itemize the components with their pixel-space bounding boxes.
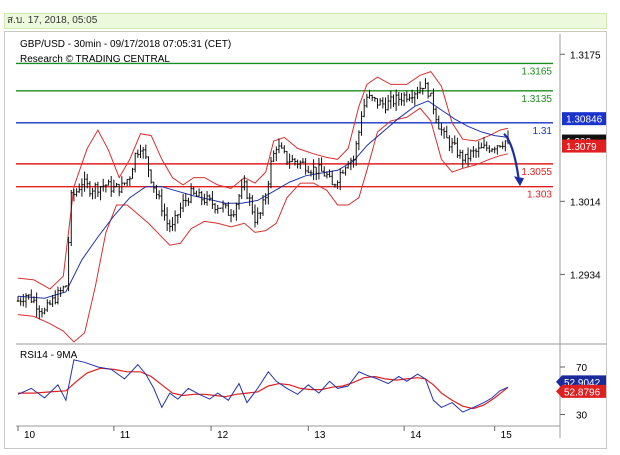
level-label: 1.3165 xyxy=(521,66,552,77)
rsi-ma-value-label: 52.8796 xyxy=(556,384,606,398)
level-label: 1.3055 xyxy=(521,167,552,178)
projection-arrow xyxy=(503,132,524,187)
current-price-label: 1.30846 xyxy=(562,112,606,126)
current-price-label-text: 1.30846 xyxy=(566,115,603,126)
date-bar: ส.บ. 17, 2018, 05:05 xyxy=(4,13,607,29)
rsi-ma-line xyxy=(18,367,509,410)
time-tick-label: 12 xyxy=(217,430,229,441)
chart-subtitle: Research © TRADING CENTRAL xyxy=(20,54,170,65)
price-tick-label: 1.3175 xyxy=(570,50,601,61)
level-label: 1.3135 xyxy=(521,94,552,105)
rsi-ma-value-label-text: 52.8796 xyxy=(564,387,601,398)
rsi-ma-value-label-box xyxy=(556,384,606,398)
price-label-red-box xyxy=(562,139,606,153)
levels-layer: 1.3165 1.3135 1.31 1.3055 1.303 xyxy=(16,62,553,201)
bollinger-lower-line xyxy=(17,107,509,343)
price-ticks: 1.3175 1.3014 1.2934 xyxy=(560,50,601,281)
chart-title: GBP/USD - 30min - 09/17/2018 07:05:31 (C… xyxy=(20,39,231,50)
time-tick-label: 14 xyxy=(410,430,422,441)
bollinger-upper-line xyxy=(17,71,509,290)
time-tick-label: 15 xyxy=(501,430,513,441)
price-tick-label: 1.3014 xyxy=(570,197,601,208)
time-tick-label: 11 xyxy=(120,430,131,441)
time-tick-label: 10 xyxy=(24,430,36,441)
projection-arrow-line xyxy=(503,132,521,182)
candles xyxy=(16,78,510,320)
price-tick-label: 1.2934 xyxy=(570,270,601,281)
level-label: 1.303 xyxy=(527,190,552,201)
date-text: ส.บ. 17, 2018, 05:05 xyxy=(7,15,98,26)
rsi-line xyxy=(17,359,509,413)
rsi-title: RSI14 - 9MA xyxy=(20,350,78,361)
rsi-tick-label: 70 xyxy=(576,363,588,374)
time-tick-label: 13 xyxy=(314,430,326,441)
level-label: 1.31 xyxy=(533,126,553,137)
rsi-value-label-text: 52.9042 xyxy=(564,378,601,389)
projection-arrow-head xyxy=(514,176,524,187)
time-ticks: 10 11 12 13 14 15 xyxy=(17,426,513,441)
bollinger-bands xyxy=(17,71,509,343)
moving-average xyxy=(17,100,509,299)
rsi-tick-label: 30 xyxy=(576,411,588,422)
current-price-label-box xyxy=(562,112,606,126)
ma-line xyxy=(17,100,509,299)
price-label-red-text: 1.3079 xyxy=(566,142,597,153)
price-label-red: 1.3079 xyxy=(562,139,606,153)
chart-frame xyxy=(4,31,607,449)
